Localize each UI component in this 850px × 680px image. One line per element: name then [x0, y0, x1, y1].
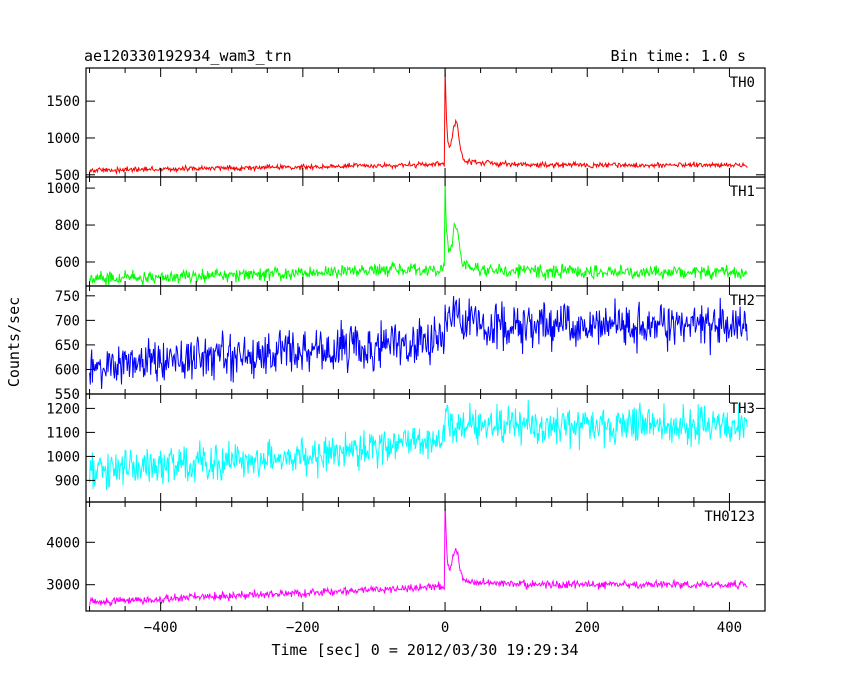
panel-frame-th0 [85, 67, 766, 178]
y-tick-label: 1500 [46, 94, 80, 110]
panel-name-th0123: TH0123 [704, 509, 755, 525]
series-line-th1 [89, 177, 748, 286]
y-tick-label: 600 [55, 362, 80, 378]
y-tick-label: 1000 [46, 181, 80, 197]
bin-time-label: Bin time: 1.0 s [611, 47, 746, 65]
panel-name-th0: TH0 [730, 75, 755, 91]
series-line-th2 [89, 295, 748, 390]
y-tick-label: 550 [55, 387, 80, 403]
y-tick-label: 700 [55, 313, 80, 329]
x-tick-label: −200 [286, 620, 320, 636]
x-tick-label: 200 [575, 620, 600, 636]
y-tick-label: 1000 [46, 131, 80, 147]
y-axis-label: Counts/sec [5, 297, 23, 387]
panel-name-th1: TH1 [730, 184, 755, 200]
x-tick-label: 0 [441, 620, 449, 636]
panel-name-th2: TH2 [730, 293, 755, 309]
series-line-th0123 [89, 501, 748, 607]
y-tick-label: 1100 [46, 425, 80, 441]
y-tick-label: 650 [55, 338, 80, 354]
x-tick-label: 400 [717, 620, 742, 636]
y-tick-label: 500 [55, 168, 80, 184]
panel-frame-th0123 [85, 501, 766, 612]
y-tick-label: 750 [55, 289, 80, 305]
y-tick-label: 600 [55, 255, 80, 271]
y-tick-label: 4000 [46, 535, 80, 551]
y-tick-label: 1000 [46, 449, 80, 465]
series-line-th3 [89, 399, 748, 491]
panel-name-th3: TH3 [730, 401, 755, 417]
figure-title: ae120330192934_wam3_trn [84, 47, 292, 65]
series-line-th0 [89, 67, 748, 175]
x-axis-label: Time [sec] 0 = 2012/03/30 19:29:34 [271, 641, 578, 659]
y-tick-label: 3000 [46, 578, 80, 594]
x-tick-label: −400 [144, 620, 178, 636]
y-tick-label: 800 [55, 218, 80, 234]
y-tick-label: 1200 [46, 401, 80, 417]
y-tick-label: 900 [55, 473, 80, 489]
